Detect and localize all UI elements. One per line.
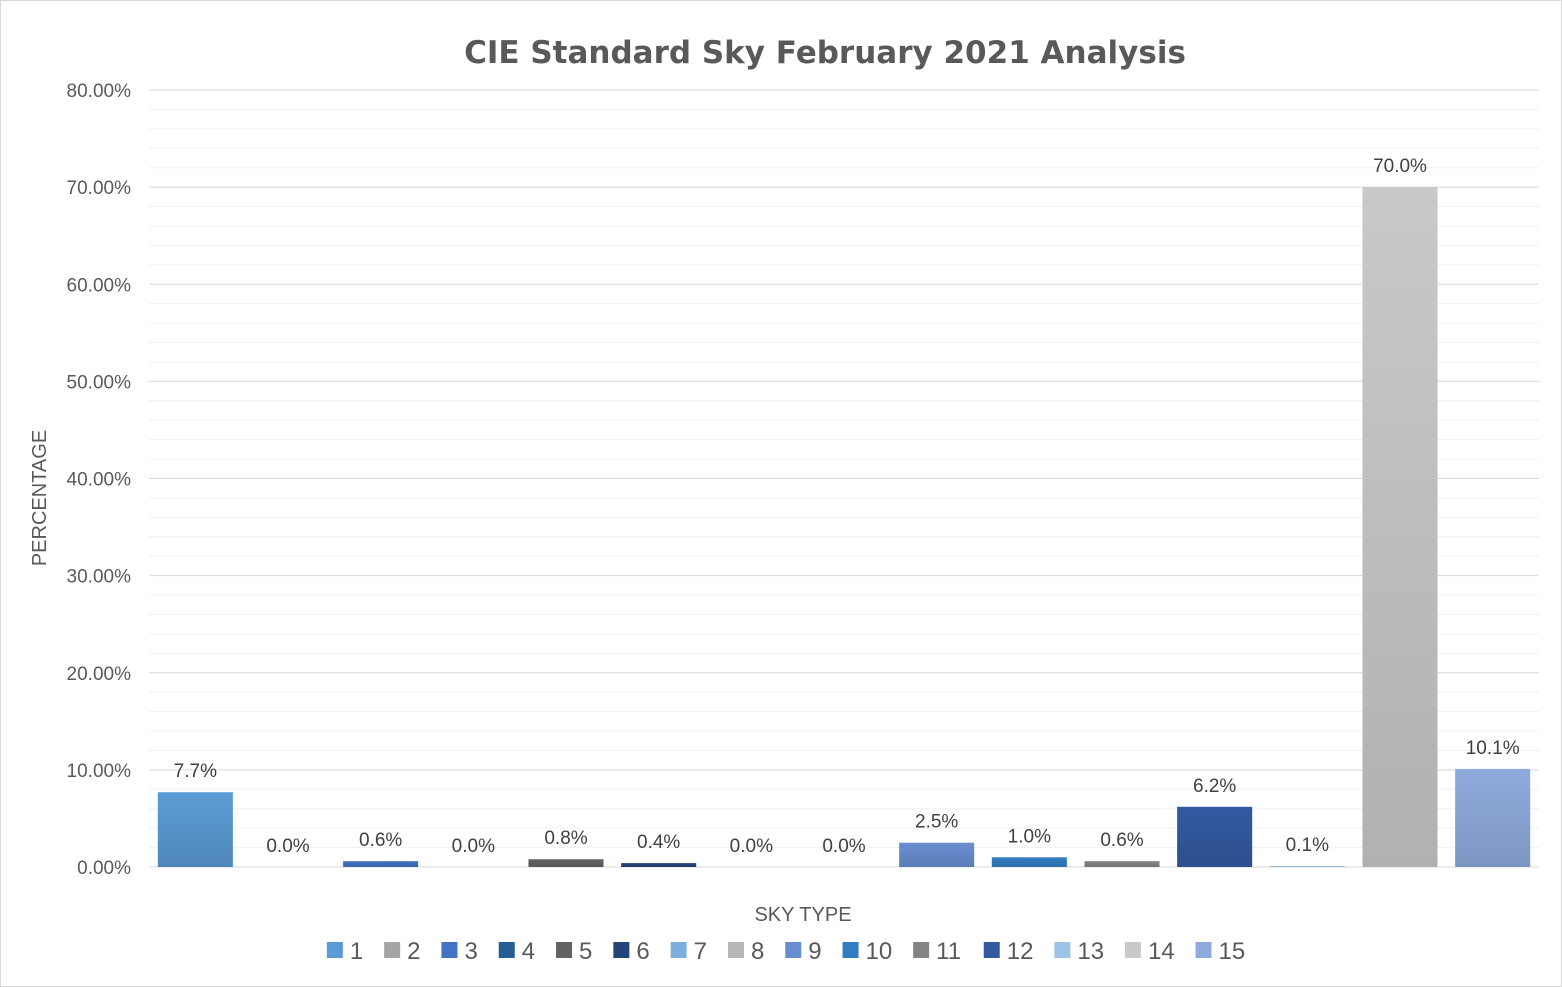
legend-swatch [556, 942, 573, 958]
y-axis-title: PERCENTAGE [29, 430, 51, 566]
bar-sky-type-3 [343, 861, 419, 867]
legend-swatch [384, 942, 401, 958]
y-tick-label: 40.00% [67, 470, 132, 491]
bars [157, 187, 1531, 867]
legend-label: 10 [866, 938, 893, 965]
legend-swatch [441, 942, 458, 958]
data-label: 0.1% [1286, 835, 1329, 856]
legend-label: 3 [464, 938, 477, 965]
bar-sky-type-6 [621, 863, 697, 867]
legend-label: 15 [1219, 938, 1246, 965]
bar-sky-type-10 [991, 857, 1067, 867]
data-label: 0.0% [730, 836, 773, 857]
data-label: 0.6% [359, 830, 402, 851]
bar-sky-type-13 [1269, 866, 1345, 867]
data-label: 0.0% [266, 836, 309, 857]
data-labels: 7.7% 0.0% 0.6% 0.0% 0.8% 0.4% 0.0% 0.0% 2.5% 1.0%… [174, 156, 1520, 857]
y-tick-label: 20.00% [67, 664, 132, 685]
legend-label: 5 [579, 938, 592, 965]
legend-label: 14 [1148, 938, 1175, 965]
data-label: 0.4% [637, 832, 680, 853]
bar-sky-type-15 [1455, 768, 1531, 867]
bar-sky-type-1 [157, 792, 233, 867]
legend-swatch [326, 942, 343, 958]
data-label: 7.7% [174, 761, 217, 782]
data-label: 0.8% [544, 828, 587, 849]
bar-sky-type-12 [1177, 806, 1253, 867]
legend-swatch [983, 942, 1000, 958]
bar-sky-type-14 [1362, 187, 1438, 867]
legend-swatch [613, 942, 630, 958]
legend-label: 9 [808, 938, 821, 965]
gridlines [149, 89, 1539, 868]
y-tick-label: 10.00% [67, 761, 132, 782]
legend-swatch [1124, 942, 1141, 958]
legend-label: 7 [694, 938, 707, 965]
legend-swatch [913, 942, 930, 958]
y-tick-label: 50.00% [67, 372, 132, 393]
legend-label: 11 [936, 938, 961, 965]
y-tick-label: 70.00% [67, 178, 132, 199]
legend-label: 13 [1077, 938, 1104, 965]
legend-swatch [1195, 942, 1212, 958]
legend-label: 4 [522, 938, 535, 965]
x-axis-title: SKY TYPE [754, 904, 851, 926]
legend-swatch [842, 942, 859, 958]
legend-label: 2 [407, 938, 420, 965]
y-tick-label: 30.00% [67, 567, 132, 588]
data-label: 1.0% [1008, 826, 1051, 847]
data-label: 10.1% [1466, 738, 1520, 759]
legend-label: 8 [751, 938, 764, 965]
legend-label: 12 [1007, 938, 1034, 965]
chart-title: CIE Standard Sky February 2021 Analysis [464, 35, 1186, 71]
legend-label: 6 [636, 938, 649, 965]
bar-sky-type-9 [899, 842, 975, 867]
y-tick-label: 60.00% [67, 275, 132, 296]
data-label: 0.6% [1100, 830, 1143, 851]
data-label: 0.0% [452, 836, 495, 857]
y-tick-label: 80.00% [67, 81, 132, 102]
legend-swatch [670, 942, 687, 958]
legend-swatch [498, 942, 515, 958]
data-label: 6.2% [1193, 776, 1236, 797]
legend-swatch [1054, 942, 1071, 958]
legend-swatch [785, 942, 802, 958]
legend-swatch [727, 942, 744, 958]
y-tick-label: 0.00% [77, 858, 131, 879]
y-axis-ticks: 0.00% 10.00% 20.00% 30.00% 40.00% 50.00% 60.00… [67, 81, 132, 879]
data-label: 2.5% [915, 812, 958, 833]
bar-sky-type-11 [1084, 861, 1160, 867]
bar-sky-type-5 [528, 859, 604, 867]
legend: 1 2 3 4 5 6 7 8 9 10 11 12 13 14 15 [326, 938, 1246, 965]
data-label: 70.0% [1373, 156, 1427, 177]
data-label: 0.0% [822, 836, 865, 857]
legend-label: 1 [350, 938, 363, 965]
